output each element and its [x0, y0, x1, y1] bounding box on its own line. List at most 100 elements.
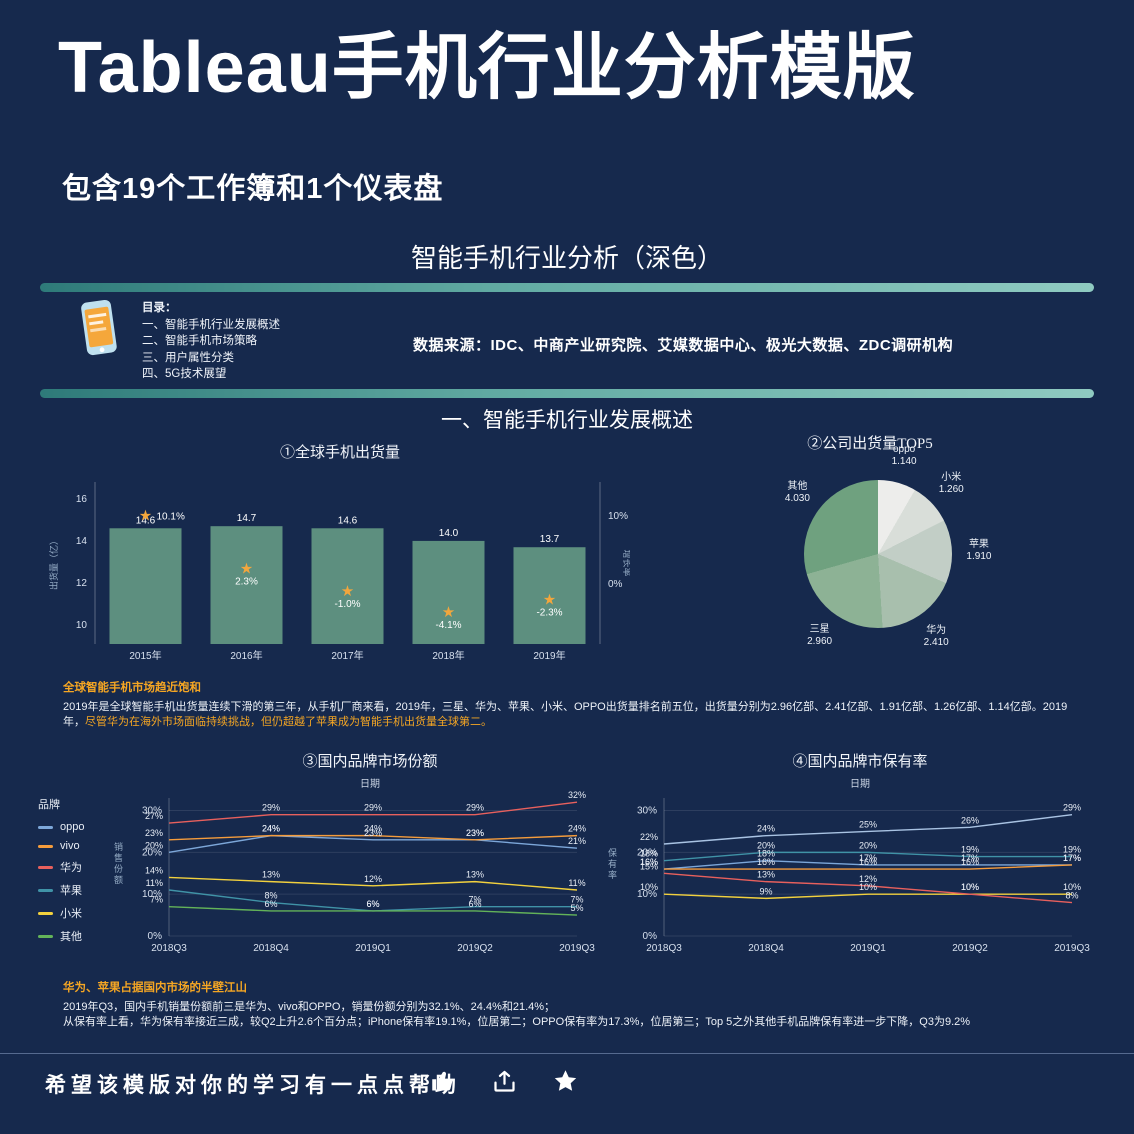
toc-item-1: 一、智能手机行业发展概述 [142, 318, 280, 331]
insight-domestic-line1: 2019年Q3，国内手机销量份额前三是华为、vivo和OPPO，销量份额分别为3… [63, 1000, 556, 1013]
svg-text:2018Q4: 2018Q4 [253, 943, 289, 954]
pie-chart[interactable]: oppo 1.140 小米 1.260 苹果 1.910 华为 2.410 三星 2.960 其他 4… [710, 444, 1110, 694]
brand-legend-heading: 品牌 [38, 799, 60, 811]
svg-text:2.3%: 2.3% [235, 576, 258, 587]
svg-text:20%: 20% [859, 840, 877, 850]
pie-slice-label-其他: 其他 4.030 [784, 481, 810, 505]
legend-swatch [38, 934, 53, 938]
svg-text:14.7: 14.7 [237, 513, 257, 524]
svg-text:-4.1%: -4.1% [435, 620, 461, 631]
svg-text:★: ★ [139, 507, 152, 524]
svg-text:7%: 7% [468, 895, 481, 905]
thumbs-up-icon[interactable] [430, 1068, 457, 1095]
svg-text:★: ★ [240, 560, 253, 577]
pie-slice-label-oppo: oppo 1.140 [891, 444, 917, 468]
svg-text:19%: 19% [1063, 845, 1081, 855]
legend-label: 苹果 [60, 885, 82, 897]
svg-text:6%: 6% [366, 899, 379, 909]
pie-graphic[interactable] [804, 480, 952, 628]
svg-text:2019Q1: 2019Q1 [355, 943, 391, 954]
divider-middle [40, 389, 1094, 398]
legend-item-苹果[interactable]: 苹果 [38, 882, 84, 898]
pie-slice-label-华为: 华为 2.410 [923, 624, 949, 648]
svg-text:29%: 29% [466, 803, 484, 813]
legend-label: oppo [60, 821, 85, 833]
svg-text:12: 12 [76, 578, 88, 589]
svg-text:30%: 30% [142, 806, 162, 817]
market-share-chart-title: ③国内品牌市场份额 [302, 754, 438, 770]
svg-text:出货量（亿）: 出货量（亿） [48, 536, 59, 590]
svg-text:增长率: 增长率 [622, 549, 630, 576]
svg-text:2018Q3: 2018Q3 [151, 943, 187, 954]
insight-domestic: 华为、苹果占据国内市场的半壁江山 2019年Q3，国内手机销量份额前三是华为、v… [63, 981, 1077, 1031]
legend-item-其他[interactable]: 其他 [38, 928, 84, 944]
legend-swatch [38, 865, 53, 869]
svg-text:-1.0%: -1.0% [334, 599, 360, 610]
data-source: 数据来源：IDC、中商产业研究院、艾媒数据中心、极光大数据、ZDC调研机构 [413, 337, 954, 354]
svg-text:23%: 23% [145, 828, 163, 838]
retention-axis-title: 日期 [850, 779, 870, 790]
legend-swatch [38, 888, 53, 892]
pie-chart-title: ②公司出货量TOP5 [807, 436, 933, 452]
toc-item-2: 二、智能手机市场策略 [142, 335, 257, 347]
insight-global-text: 2019年是全球智能手机出货量连续下滑的第三年，从手机厂商来看，2019年，三星… [63, 700, 1068, 729]
svg-text:13%: 13% [466, 870, 484, 880]
svg-text:23%: 23% [466, 828, 484, 838]
svg-text:20%: 20% [145, 840, 163, 850]
svg-text:17%: 17% [1063, 853, 1081, 863]
svg-text:14.0: 14.0 [439, 528, 459, 539]
share-icon[interactable] [491, 1068, 518, 1095]
svg-text:25%: 25% [859, 819, 877, 829]
legend-item-oppo[interactable]: oppo [38, 821, 84, 833]
svg-text:29%: 29% [1063, 803, 1081, 813]
toc-item-3: 三、用户属性分类 [142, 351, 234, 364]
svg-text:24%: 24% [262, 824, 280, 834]
svg-text:6%: 6% [468, 899, 481, 909]
svg-text:23%: 23% [364, 828, 382, 838]
svg-text:2018Q3: 2018Q3 [646, 943, 682, 954]
svg-text:10%: 10% [961, 882, 979, 892]
legend-item-华为[interactable]: 华为 [38, 859, 84, 875]
svg-text:7%: 7% [150, 895, 163, 905]
svg-text:2019Q1: 2019Q1 [850, 943, 886, 954]
divider-top [40, 283, 1094, 292]
svg-text:32%: 32% [568, 790, 586, 800]
bar-chart[interactable]: 10 12 14 16 10% 0% 14.6 2015年 ★ 10.1% 14.7 2016年 ★ 2.… [45, 466, 633, 673]
svg-text:10%: 10% [637, 889, 657, 900]
legend-item-小米[interactable]: 小米 [38, 905, 84, 921]
svg-text:2019Q3: 2019Q3 [1054, 943, 1090, 954]
footer-actions [430, 1068, 579, 1095]
svg-text:24%: 24% [364, 824, 382, 834]
svg-text:13.7: 13.7 [540, 534, 560, 545]
retention-line-chart[interactable]: 0% 10% 20% 30% 2018Q3 2018Q4 2019Q1 2019Q2 2019Q… [620, 788, 1100, 961]
svg-text:6%: 6% [264, 899, 277, 909]
svg-text:12%: 12% [364, 874, 382, 884]
svg-text:9%: 9% [759, 886, 772, 896]
legend-item-vivo[interactable]: vivo [38, 840, 84, 852]
svg-text:29%: 29% [262, 803, 280, 813]
star-icon[interactable] [552, 1068, 579, 1095]
svg-text:20%: 20% [142, 847, 162, 858]
retention-ylabel: 保有率 [607, 848, 617, 881]
svg-text:18%: 18% [640, 849, 658, 859]
svg-text:10%: 10% [1063, 882, 1081, 892]
svg-text:11%: 11% [146, 878, 163, 888]
svg-text:8%: 8% [264, 891, 277, 901]
page-subtitle: 包含19个工作簿和1个仪表盘 [62, 173, 444, 205]
svg-text:19%: 19% [961, 845, 979, 855]
svg-text:8%: 8% [1065, 891, 1078, 901]
svg-text:18%: 18% [757, 849, 775, 859]
insight-global-body: 2019年是全球智能手机出货量连续下滑的第三年，从手机厂商来看，2019年，三星… [63, 700, 1077, 731]
pie-slice-label-苹果: 苹果 1.910 [966, 538, 992, 562]
svg-text:10%: 10% [608, 511, 628, 522]
legend-label: vivo [60, 840, 80, 852]
svg-text:21%: 21% [568, 836, 586, 846]
market-share-line-chart[interactable]: 0% 10% 20% 30% 2018Q3 2018Q4 2019Q1 2019Q2 2019Q… [125, 788, 605, 961]
legend-swatch [38, 844, 53, 848]
svg-text:24%: 24% [757, 824, 775, 834]
svg-text:10: 10 [76, 620, 88, 631]
brand-legend: 品牌 oppo vivo 华为苹果小米其他 [38, 796, 84, 951]
insight-global-title: 全球智能手机市场趋近饱和 [63, 682, 201, 694]
pie-slice-label-三星: 三星 2.960 [807, 624, 833, 648]
svg-text:★: ★ [543, 592, 556, 609]
